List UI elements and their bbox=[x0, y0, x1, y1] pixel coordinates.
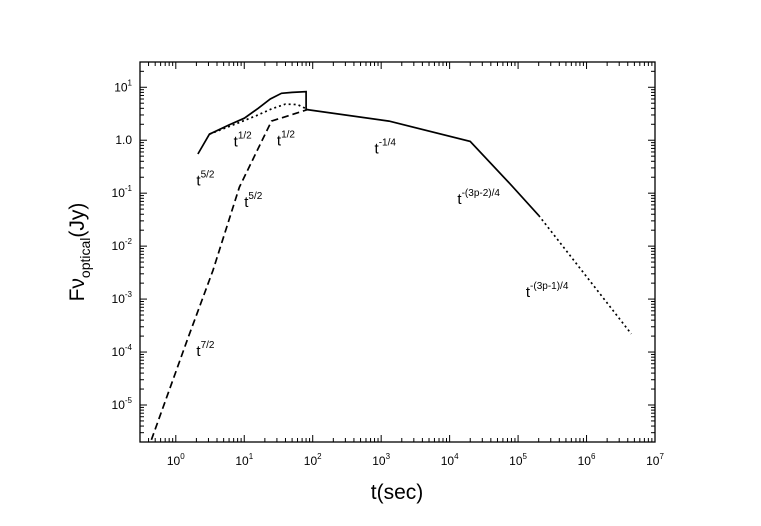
y-tick-label-base: 1.0 bbox=[115, 133, 132, 147]
x-tick-label: 101 bbox=[235, 452, 253, 468]
y-tick-label-base: 10 bbox=[114, 80, 128, 94]
slope-annotation-base: t bbox=[526, 284, 531, 301]
data-series bbox=[150, 90, 632, 441]
slope-annotation: t5/2 bbox=[244, 191, 263, 211]
slope-annotation-exp: 5/2 bbox=[201, 169, 215, 180]
y-tick-label-base: 10 bbox=[112, 239, 126, 253]
slope-annotations: t5/2t1/2 t1/2t-1/4t5/2 t-(3p-2)/4t7/2t-(3p… bbox=[196, 129, 568, 359]
slope-annotation-exp: 5/2 bbox=[248, 191, 262, 202]
series-line-dotted bbox=[209, 103, 309, 135]
y-tick-label-exp: 1 bbox=[128, 78, 133, 87]
slope-annotation: t-1/4 bbox=[375, 138, 397, 158]
y-axis-title: Fνoptical(Jy) bbox=[66, 203, 93, 302]
y-tick-label-exp: -3 bbox=[125, 290, 133, 299]
x-tick-label-base: 10 bbox=[578, 454, 592, 468]
y-tick-label: 10-4 bbox=[112, 343, 133, 359]
x-tick-label: 106 bbox=[578, 452, 596, 468]
slope-annotation-base: t bbox=[375, 141, 380, 158]
y-axis-title-main: Fν bbox=[66, 278, 89, 301]
axis-ticks bbox=[139, 61, 656, 443]
slope-annotation: t-(3p-1)/4 bbox=[526, 281, 569, 301]
series-line-solid bbox=[197, 90, 540, 216]
slope-annotation-base: t bbox=[234, 134, 239, 151]
x-axis-title: t(sec) bbox=[371, 481, 424, 504]
slope-annotation: t1/2 bbox=[277, 129, 296, 149]
x-tick-label-exp: 2 bbox=[317, 452, 322, 461]
x-tick-label-exp: 7 bbox=[659, 452, 664, 461]
x-tick-label-exp: 6 bbox=[591, 452, 596, 461]
y-tick-label-base: 10 bbox=[112, 345, 126, 359]
slope-annotation: t5/2 bbox=[196, 169, 215, 189]
slope-annotation-exp: 1/2 bbox=[238, 131, 252, 142]
y-tick-label: 10-5 bbox=[112, 396, 133, 412]
y-axis-title-sub: optical bbox=[77, 238, 93, 278]
x-tick-label-exp: 1 bbox=[249, 452, 254, 461]
y-tick-label-exp: -2 bbox=[125, 237, 133, 246]
slope-annotation: t1/2 bbox=[234, 131, 253, 151]
x-tick-label: 104 bbox=[441, 452, 459, 468]
plot-frame bbox=[139, 61, 656, 443]
x-tick-label-base: 10 bbox=[235, 454, 249, 468]
slope-annotation-base: t bbox=[277, 132, 282, 149]
x-tick-label-exp: 0 bbox=[180, 452, 185, 461]
x-tick-label-base: 10 bbox=[304, 454, 318, 468]
y-tick-label-base: 10 bbox=[112, 186, 126, 200]
slope-annotation-exp: -(3p-2)/4 bbox=[462, 188, 501, 199]
y-tick-label-exp: -5 bbox=[125, 396, 133, 405]
y-tick-label-exp: -4 bbox=[125, 343, 133, 352]
tick-labels: 100 101 102 103 104 105 106 1071011.010-110-210… bbox=[112, 78, 665, 468]
slope-annotation-exp: -1/4 bbox=[379, 138, 397, 149]
x-tick-label-base: 10 bbox=[509, 454, 523, 468]
x-tick-label-exp: 3 bbox=[386, 452, 391, 461]
slope-annotation-exp: 1/2 bbox=[281, 129, 295, 140]
x-tick-label: 105 bbox=[509, 452, 527, 468]
y-tick-label: 1.0 bbox=[115, 133, 132, 147]
series-line-dotted bbox=[538, 214, 632, 335]
y-tick-label: 101 bbox=[114, 78, 132, 94]
x-tick-label-exp: 5 bbox=[523, 452, 528, 461]
x-tick-label: 107 bbox=[646, 452, 664, 468]
x-tick-label-base: 10 bbox=[372, 454, 386, 468]
y-tick-label-base: 10 bbox=[112, 292, 126, 306]
y-tick-label: 10-2 bbox=[112, 237, 133, 253]
slope-annotation-exp: -(3p-1)/4 bbox=[530, 281, 569, 292]
y-tick-label: 10-3 bbox=[112, 290, 133, 306]
y-tick-label-exp: -1 bbox=[125, 184, 133, 193]
x-tick-label: 103 bbox=[372, 452, 390, 468]
series-line-dashed bbox=[150, 108, 309, 441]
slope-annotation-base: t bbox=[196, 343, 201, 360]
slope-annotation-exp: 7/2 bbox=[201, 340, 215, 351]
slope-annotation-base: t bbox=[457, 191, 462, 208]
slope-annotation-base: t bbox=[196, 172, 201, 189]
x-tick-label: 102 bbox=[304, 452, 322, 468]
x-tick-label: 100 bbox=[167, 452, 185, 468]
x-tick-label-exp: 4 bbox=[454, 452, 459, 461]
slope-annotation: t-(3p-2)/4 bbox=[457, 188, 500, 208]
y-tick-label: 10-1 bbox=[112, 184, 133, 200]
x-tick-label-base: 10 bbox=[646, 454, 660, 468]
slope-annotation: t7/2 bbox=[196, 340, 215, 360]
slope-annotation-base: t bbox=[244, 194, 249, 211]
x-tick-label-base: 10 bbox=[441, 454, 455, 468]
y-axis-title-tail: (Jy) bbox=[66, 203, 89, 238]
y-tick-label-base: 10 bbox=[112, 398, 126, 412]
x-tick-label-base: 10 bbox=[167, 454, 181, 468]
